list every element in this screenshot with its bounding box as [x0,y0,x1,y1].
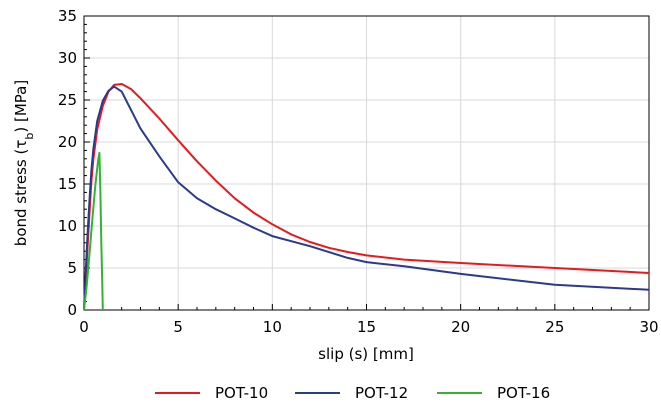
x-tick-label: 10 [263,318,282,336]
x-tick-label: 0 [79,318,89,336]
legend-label-pot-16: POT-16 [497,384,550,402]
series-line-pot-16 [83,151,104,311]
series-line-pot-12 [83,85,650,311]
legend: POT-10 POT-12 POT-16 [155,384,550,402]
y-axis-title-main: bond stress (τ [12,140,30,247]
y-tick-label: 10 [58,217,77,235]
legend-label-pot-10: POT-10 [215,384,268,402]
series-layer [83,83,650,311]
y-tick-label: 20 [58,133,77,151]
x-tick-label: 20 [451,318,470,336]
y-tick-label: 0 [67,301,77,319]
x-tick-label: 15 [357,318,376,336]
y-axis-title-subscript: b [23,133,36,140]
tick-labels: 0 5 10 15 20 25 30 0 5 10 15 20 25 30 35 [58,7,659,336]
x-axis-title: slip (s) [mm] [318,345,414,363]
y-tick-label: 15 [58,175,77,193]
x-tick-label: 25 [545,318,564,336]
y-tick-label: 35 [58,7,77,25]
x-tick-label: 5 [173,318,183,336]
y-tick-label: 30 [58,49,77,67]
y-tick-label: 25 [58,91,77,109]
y-axis-title-end: ) [MPa] [12,80,30,133]
y-axis-title: bond stress (τb) [MPa] [12,80,36,246]
y-tick-label: 5 [67,259,77,277]
x-tick-label: 30 [639,318,658,336]
legend-label-pot-12: POT-12 [355,384,408,402]
grid [84,16,649,310]
